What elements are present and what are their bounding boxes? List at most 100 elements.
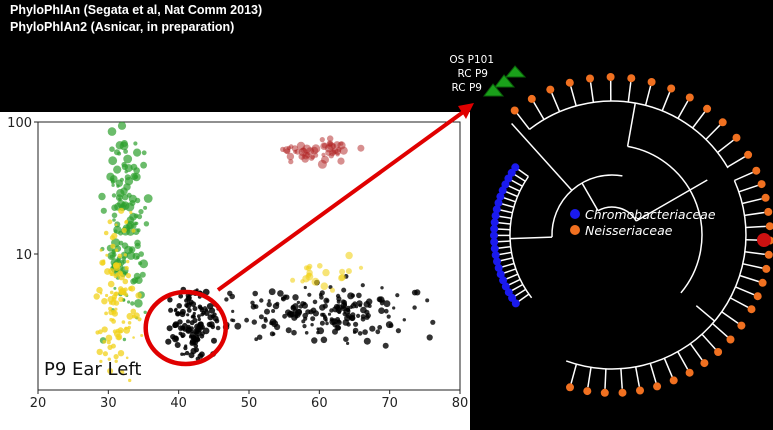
tree-branch [712,323,728,338]
data-point [346,322,351,327]
data-point [356,300,363,307]
data-point [332,322,338,328]
data-point [126,222,133,229]
data-point [340,299,346,305]
data-point [325,299,329,303]
tree-leaf [496,270,505,279]
y-tick-label: 100 [7,116,32,131]
data-point [259,298,264,303]
data-point [310,316,316,322]
data-point [117,121,127,130]
data-point [111,249,116,255]
data-point [377,325,383,330]
tree-branch [507,185,521,192]
data-point [285,309,292,316]
data-point [166,325,173,332]
data-point [317,263,323,269]
data-point [130,301,135,306]
data-point [244,317,250,323]
data-point [175,311,181,317]
data-point [127,300,131,304]
data-point [111,183,115,187]
data-point [322,268,330,277]
tree-leaf [737,321,746,330]
data-point [336,296,342,302]
data-point [272,332,276,336]
tree-leaf [764,207,773,216]
data-point [112,329,117,334]
data-point [327,312,332,316]
data-point [362,329,368,335]
data-point [122,259,127,264]
data-point [129,210,133,215]
data-point [107,368,114,374]
tree-leaf [667,84,676,93]
data-point [132,172,141,182]
data-point [320,282,329,291]
data-point [167,297,173,303]
data-point [263,316,268,321]
tree-leaf [493,257,501,266]
data-point [182,352,186,356]
tree-branch [744,211,765,217]
data-point [307,263,313,270]
data-point [139,259,149,269]
data-point [356,292,362,299]
data-point [106,172,115,181]
tree-branch [505,273,519,280]
data-point [378,307,385,315]
data-point [107,127,117,136]
data-point [191,314,195,318]
data-point [388,323,394,328]
tree-leaf [490,224,499,233]
data-point [375,329,381,335]
data-point [352,327,359,334]
tree-branch [505,190,518,198]
data-point [117,350,125,357]
data-point [320,142,328,150]
data-point [325,321,329,326]
data-point [99,248,103,252]
data-point [200,331,205,336]
data-point [111,296,117,302]
data-point [286,145,292,151]
data-point [139,271,146,278]
data-point [357,331,363,336]
data-point [350,312,356,318]
data-point [118,197,122,201]
data-point [384,308,389,314]
tree-branch [692,111,706,129]
data-point [251,319,257,325]
tree-branch [503,268,517,274]
data-point [123,154,133,164]
data-point [126,312,134,320]
data-point [138,209,144,215]
data-point [101,298,108,305]
data-point [253,304,259,309]
data-point [395,293,400,298]
data-point [105,293,109,298]
data-point [138,251,144,257]
tree-leaf [527,94,536,103]
data-point [121,227,127,233]
tree-leaf [747,305,756,314]
data-point [250,300,255,305]
data-point [285,327,292,334]
data-point [356,313,361,318]
data-point [290,277,296,283]
data-point [109,254,114,259]
data-point [126,259,130,264]
tree-leaf [761,193,770,202]
tree-branch [721,311,739,324]
data-point [335,325,342,331]
data-point [143,194,153,203]
data-point [141,150,147,156]
data-point [206,321,213,328]
data-point [395,328,401,334]
tree-branch [695,305,716,322]
data-point [345,251,353,260]
data-point [227,290,233,296]
data-point [119,141,129,151]
tree-branch [551,92,561,112]
tree-branch [516,113,531,130]
